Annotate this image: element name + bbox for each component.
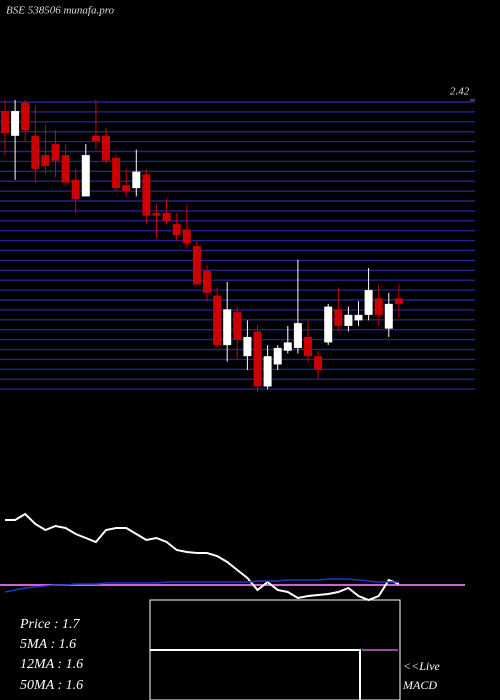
candle-body (304, 336, 312, 357)
candle-body (91, 135, 100, 142)
candle-body (172, 223, 181, 235)
candle-body (263, 356, 272, 387)
candle-body (213, 295, 222, 346)
candle-body (132, 171, 141, 189)
candle-body (61, 155, 70, 183)
candle-body (344, 314, 353, 326)
candle-body (354, 314, 363, 321)
candle-body (192, 246, 201, 285)
candle-body (11, 111, 20, 136)
candle-body (223, 309, 232, 346)
macd-label: MACD (402, 678, 437, 692)
candle-body (283, 342, 292, 351)
candle-body (182, 229, 191, 244)
candle-body (293, 323, 302, 348)
indicator-line (5, 512, 400, 602)
candle-body (384, 303, 393, 329)
candle-body (162, 212, 171, 222)
candle-body (314, 356, 323, 370)
candle-body (81, 155, 90, 197)
chart-title: BSE 538506 munafa.pro (6, 5, 115, 17)
candle-body (253, 331, 262, 387)
candle-body (324, 306, 333, 343)
info-5ma: 5MA : 1.6 (20, 637, 76, 652)
candle-body (41, 155, 50, 167)
candle-body (112, 157, 121, 189)
candle-body (233, 312, 242, 340)
candle-body (243, 336, 252, 357)
candle-body (203, 270, 211, 293)
candle-body (51, 144, 60, 161)
candle-body (273, 347, 282, 365)
candle-body (142, 174, 151, 216)
live-label: <<Live (403, 659, 441, 673)
candle-body (21, 102, 30, 131)
candle-body (102, 135, 110, 161)
candle-body (394, 298, 403, 304)
macd-line (150, 649, 361, 700)
candle-body (364, 290, 373, 315)
candle-body (71, 179, 80, 200)
info-12ma: 12MA : 1.6 (20, 657, 83, 672)
candle-body (374, 298, 383, 315)
candle-body (31, 135, 40, 169)
candle-body (1, 111, 9, 134)
candle-body (152, 212, 161, 216)
indicator-line (4, 578, 399, 593)
candle-body (122, 185, 131, 191)
y-tick-label: 2.42 (450, 86, 470, 98)
info-50ma: 50MA : 1.6 (20, 678, 83, 693)
info-price: Price : 1.7 (19, 617, 80, 632)
candle-body (334, 309, 343, 326)
